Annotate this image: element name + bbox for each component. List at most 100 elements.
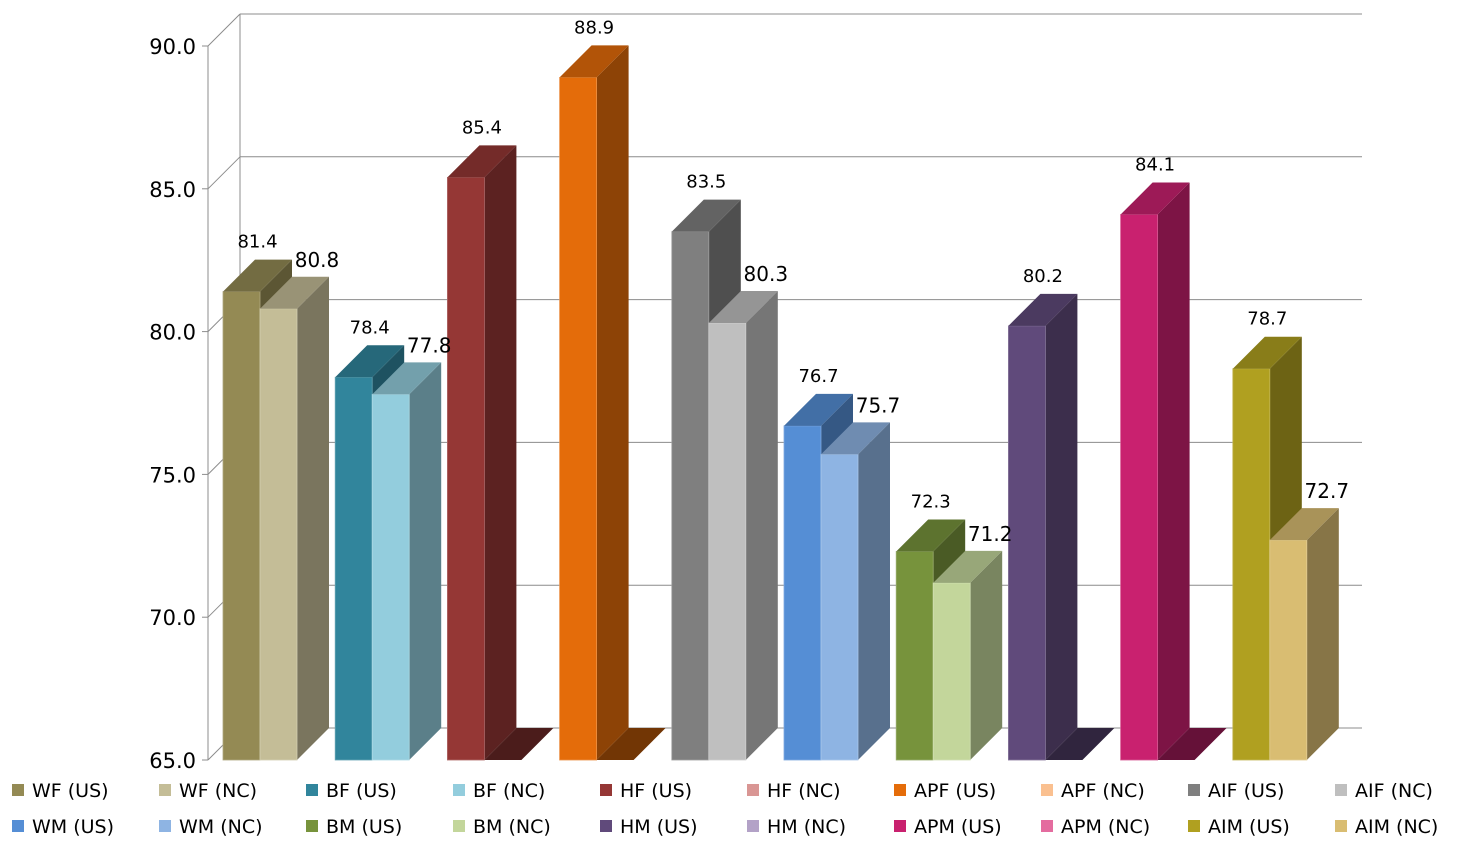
data-label-aim-nc: 72.7	[1305, 479, 1350, 503]
legend-item-bm-nc: BM (NC)	[453, 816, 551, 838]
bar-apm-us-side	[1157, 182, 1190, 760]
legend-swatch	[1335, 784, 1347, 796]
legend-item-aim-nc: AIM (NC)	[1335, 816, 1438, 838]
legend-item-aim-us: AIM (US)	[1188, 816, 1290, 838]
bar-apm-us	[1120, 182, 1190, 761]
bar-bm-us-top	[896, 519, 966, 552]
legend-item-wf-nc: WF (NC)	[159, 780, 257, 802]
bar-wf-us-top	[223, 259, 292, 292]
bar-hm-us-side	[1045, 293, 1078, 760]
bar-aim-nc	[1269, 508, 1339, 761]
bar-aif-us-front	[671, 231, 710, 761]
bar-aif-nc-top	[708, 291, 778, 324]
bar-hf-us-side	[484, 145, 517, 761]
y-tick-label: 65.0	[149, 749, 196, 773]
legend-item-bf-nc: BF (NC)	[453, 780, 545, 802]
legend-label: WM (NC)	[179, 816, 263, 838]
legend-label: AIF (US)	[1208, 780, 1284, 802]
bar-hm-us-front	[1008, 325, 1046, 761]
bar-bm-nc-side	[970, 550, 1003, 760]
bar-bm-us-front	[895, 551, 934, 761]
legend-item-hf-us: HF (US)	[600, 780, 692, 802]
data-label-aif-nc: 80.3	[744, 262, 789, 286]
legend-item-wm-nc: WM (NC)	[159, 816, 263, 838]
legend: WF (US) WF (NC) BF (US) BF (NC) HF (US) HF (N…	[12, 780, 1438, 838]
bar-bf-nc-side	[409, 362, 442, 760]
bar-aim-us-top	[1232, 336, 1302, 369]
bar-bm-nc-front	[932, 582, 971, 761]
data-label-apf-us: 88.9	[574, 17, 614, 38]
bar-wm-us-top	[784, 393, 853, 426]
legend-swatch	[747, 820, 759, 832]
legend-item-hm-us: HM (US)	[600, 816, 698, 838]
legend-item-wf-us: WF (US)	[12, 780, 109, 802]
legend-label: BF (US)	[326, 780, 397, 802]
legend-item-apf-us: APF (US)	[894, 780, 996, 802]
legend-label: HM (US)	[620, 816, 698, 838]
bar-apf-us-front	[559, 77, 597, 761]
bar-wf-nc-side	[297, 276, 329, 760]
data-label-hf-us: 85.4	[462, 117, 502, 138]
bar-hm-nc	[1045, 728, 1115, 760]
y-axis: 65.0 70.0 75.0 80.0 85.0 90.0	[149, 35, 208, 773]
bar-apf-nc-base	[596, 728, 666, 760]
bar-apm-us-front	[1120, 214, 1158, 761]
legend-label: HF (US)	[620, 780, 692, 802]
data-label-bm-nc: 71.2	[968, 522, 1013, 546]
bars	[222, 45, 1339, 761]
legend-label: APM (US)	[914, 816, 1002, 838]
legend-swatch	[894, 820, 906, 832]
bar-bf-nc-top	[372, 362, 442, 395]
bar-bm-nc	[932, 550, 1003, 761]
bar-apf-nc	[596, 728, 666, 760]
legend-label: AIM (US)	[1208, 816, 1290, 838]
bar-hf-us	[446, 145, 517, 761]
legend-label: APM (NC)	[1061, 816, 1150, 838]
legend-item-aif-nc: AIF (NC)	[1335, 780, 1433, 802]
bar-aif-nc-front	[708, 322, 747, 761]
data-label-bf-nc: 77.8	[407, 333, 452, 357]
data-label-bm-us: 72.3	[911, 492, 951, 513]
data-label-wm-us: 76.7	[798, 366, 838, 387]
bar-hf-us-top	[447, 145, 517, 178]
bar-wf-nc	[259, 276, 329, 761]
legend-label: BM (NC)	[473, 816, 551, 838]
legend-swatch	[306, 784, 318, 796]
bar-bf-nc	[371, 362, 442, 761]
legend-swatch	[1041, 820, 1053, 832]
bar-bf-us-top	[335, 345, 405, 378]
bar-bf-nc-front	[371, 394, 410, 761]
bar-apm-nc-base	[1157, 728, 1227, 760]
bar-apm-us-top	[1120, 182, 1190, 215]
y-tick-label: 75.0	[149, 463, 196, 487]
legend-item-aif-us: AIF (US)	[1188, 780, 1284, 802]
legend-item-hm-nc: HM (NC)	[747, 816, 846, 838]
legend-label: HF (NC)	[767, 780, 841, 802]
bar-wf-us-front	[222, 291, 261, 761]
legend-swatch	[1188, 784, 1200, 796]
data-label-aim-us: 78.7	[1247, 309, 1287, 330]
bar-hm-us-top	[1008, 293, 1078, 326]
legend-swatch	[1188, 820, 1200, 832]
legend-swatch	[600, 820, 612, 832]
data-label-wm-nc: 75.7	[856, 393, 901, 417]
bar-wm-nc-front	[820, 454, 859, 761]
legend-swatch	[453, 784, 465, 796]
bar-aif-nc-side	[745, 291, 778, 760]
legend-label: WM (US)	[32, 816, 114, 838]
gridline-diagonal	[207, 13, 241, 47]
legend-item-apm-nc: APM (NC)	[1041, 816, 1150, 838]
legend-label: AIF (NC)	[1355, 780, 1433, 802]
data-labels: 81.4 80.8 78.4 77.8 85.4 88.9 83.5 80.3 76.7 75.7…	[237, 17, 1349, 546]
y-tick-label: 80.0	[149, 321, 196, 345]
bar-hf-nc	[484, 728, 554, 760]
data-label-wf-us: 81.4	[237, 232, 277, 253]
legend-swatch	[600, 784, 612, 796]
y-tick-label: 85.0	[149, 178, 196, 202]
bar-aim-nc-front	[1269, 539, 1308, 761]
bar-hm-nc-base	[1045, 728, 1115, 760]
data-label-aif-us: 83.5	[686, 172, 726, 193]
legend-swatch	[1041, 784, 1053, 796]
gridline-diagonal	[207, 156, 241, 190]
